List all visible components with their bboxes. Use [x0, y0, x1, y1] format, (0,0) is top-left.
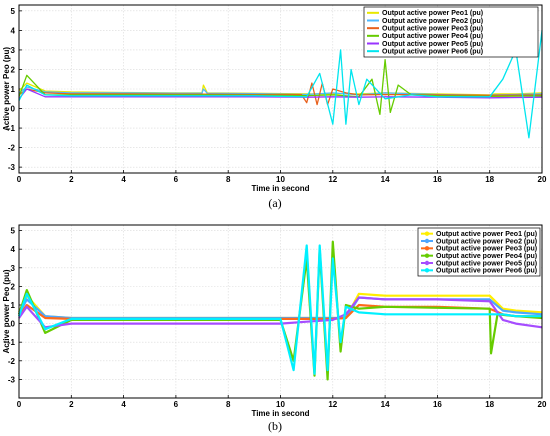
series-line-peo5 [18, 88, 543, 100]
x-axis-label: Time in second [251, 184, 309, 193]
legend-label-peo6: Output active power Peo6 (pu) [382, 49, 483, 56]
x-tick-label: 0 [17, 400, 22, 409]
legend-label-peo2: Output active power Peo2 (pu) [436, 238, 537, 245]
y-tick-label: 0 [11, 105, 16, 114]
plot-frame [18, 224, 543, 399]
y-tick-label: 2 [11, 65, 16, 74]
x-tick-label: 10 [276, 400, 285, 409]
y-tick-label: -2 [8, 144, 16, 153]
x-tick-label: 12 [328, 175, 337, 184]
x-tick-label: 6 [174, 175, 179, 184]
x-tick-label: 4 [121, 175, 126, 184]
x-tick-label: 10 [276, 175, 285, 184]
legend-marker-peo6 [424, 268, 430, 273]
caption-a: (a) [268, 196, 281, 210]
legend-marker-peo2 [424, 238, 430, 244]
y-tick-label: 1 [11, 85, 16, 94]
caption-b: (b) [268, 419, 282, 433]
series-line-peo5 [18, 296, 543, 329]
legend-marker-peo5 [424, 260, 430, 266]
y-tick-label: -3 [8, 163, 16, 172]
y-axis-label: Active power Peo (pu) [2, 269, 11, 353]
x-tick-label: 12 [328, 400, 337, 409]
y-tick-label: 2 [11, 282, 16, 291]
series-line-peo3 [18, 82, 543, 106]
legend-label-peo4: Output active power Peo4 (pu) [382, 33, 483, 40]
x-tick-label: 2 [69, 400, 74, 409]
x-tick-label: 20 [538, 175, 547, 184]
x-tick-label: 18 [485, 175, 494, 184]
x-tick-label: 16 [433, 400, 442, 409]
x-tick-label: 4 [121, 400, 126, 409]
series-line-peo6 [18, 30, 543, 139]
series-line-peo6 [17, 244, 542, 375]
y-tick-label: 4 [11, 245, 16, 254]
x-tick-label: 20 [538, 400, 547, 409]
x-tick-label: 14 [381, 400, 390, 409]
y-tick-label: -3 [8, 375, 16, 384]
legend-label-peo4: Output active power Peo4 (pu) [436, 253, 537, 260]
legend-marker-peo4 [424, 253, 430, 258]
legend-label-peo3: Output active power Peo3 (pu) [382, 26, 483, 33]
y-tick-label: 5 [11, 227, 16, 236]
legend: Output active power Peo1 (pu)Output acti… [417, 227, 541, 277]
y-tick-label: -1 [8, 338, 16, 347]
legend-label-peo5: Output active power Peo5 (pu) [436, 260, 537, 267]
legend-label-peo6: Output active power Peo6 (pu) [436, 268, 537, 275]
y-tick-label: 4 [11, 26, 16, 35]
legend-label-peo1: Output active power Peo1 (pu) [382, 10, 483, 17]
x-tick-label: 2 [69, 175, 74, 184]
x-tick-label: 8 [226, 400, 231, 409]
x-tick-label: 8 [226, 175, 231, 184]
x-tick-label: 14 [381, 175, 390, 184]
x-tick-label: 16 [433, 175, 442, 184]
legend-marker-peo3 [424, 246, 430, 251]
x-tick-label: 18 [485, 400, 494, 409]
y-tick-label: 5 [11, 7, 16, 16]
x-tick-label: 0 [17, 175, 22, 184]
x-axis-label: Time in second [251, 409, 309, 418]
y-tick-label: -1 [8, 124, 16, 133]
legend-label-peo1: Output active power Peo1 (pu) [436, 231, 537, 238]
legend-box [363, 6, 539, 58]
series-line-peo4 [18, 59, 543, 116]
plot-frame [18, 4, 543, 174]
legend-label-peo3: Output active power Peo3 (pu) [436, 246, 537, 253]
y-tick-label: 1 [11, 301, 16, 310]
x-tick-label: 6 [174, 400, 179, 409]
legend-box [417, 227, 541, 277]
legend-marker-peo1 [424, 231, 430, 236]
legend-label-peo5: Output active power Peo5 (pu) [382, 41, 483, 48]
y-tick-label: -2 [8, 357, 16, 366]
y-tick-label: 0 [11, 320, 16, 329]
legend: Output active power Peo1 (pu)Output acti… [363, 6, 539, 58]
y-axis-label: Active power Peo (pu) [2, 47, 11, 131]
legend-label-peo2: Output active power Peo2 (pu) [382, 18, 483, 25]
y-tick-label: 3 [11, 46, 16, 55]
y-tick-label: 3 [11, 264, 16, 273]
